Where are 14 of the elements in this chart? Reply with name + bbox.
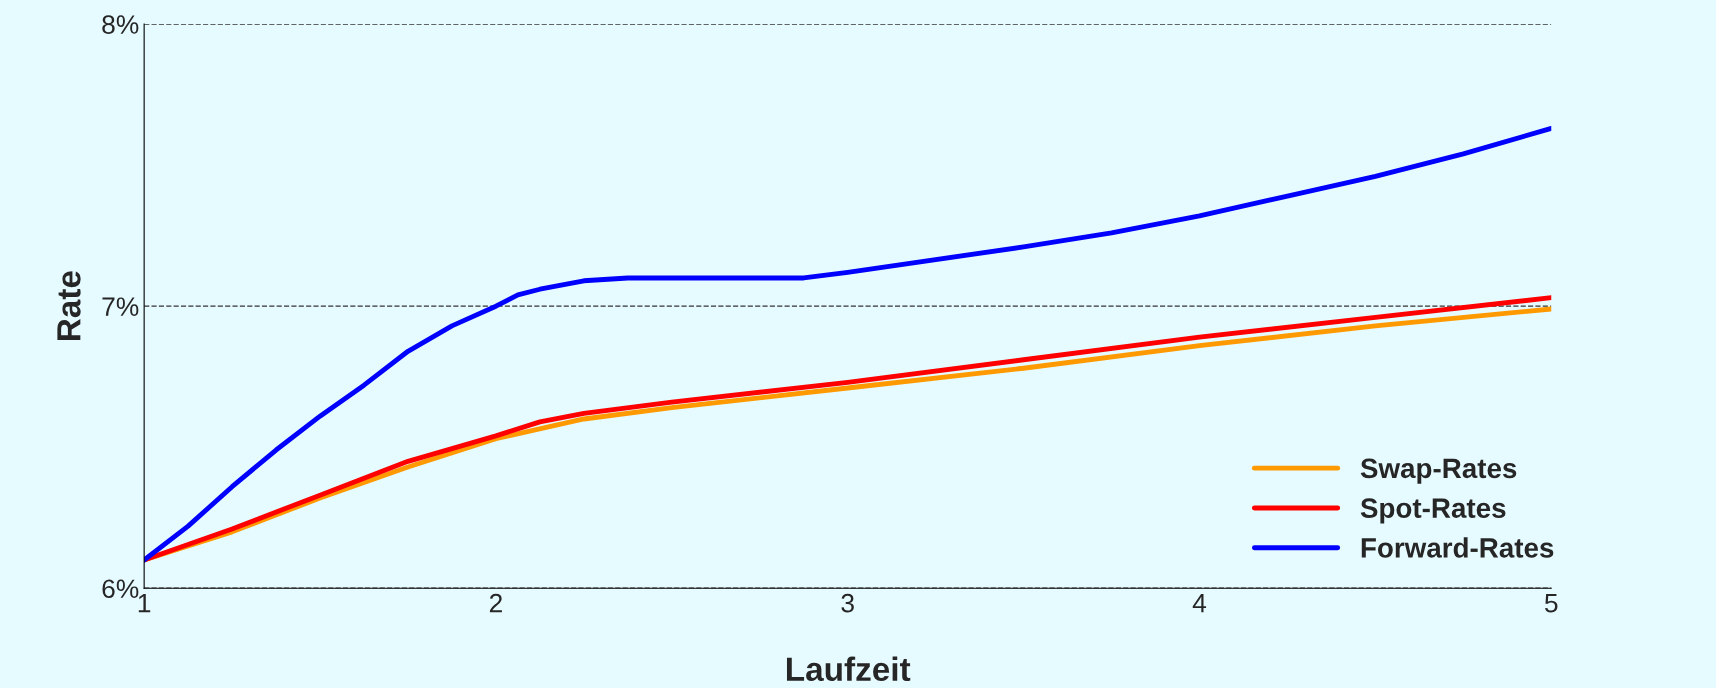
legend-label: Spot-Rates [1360,498,1506,524]
y-tick-label: 8% [102,15,139,34]
line-series [144,126,1552,563]
legend-label: Swap-Rates [1360,458,1517,484]
x-tick-label: 1 [138,594,151,613]
y-tick-label: 6% [102,579,139,599]
x-tick-label: 2 [489,593,502,613]
y-tick-label: 7% [102,297,139,316]
x-tick-label: 3 [841,593,854,613]
x-axis-title: Laufzeit [786,656,911,682]
legend-label: Forward-Rates [1361,537,1554,558]
y-axis-title: Rate [57,271,81,341]
x-tick-label: 4 [1192,594,1207,613]
x-tick-label: 5 [1544,594,1558,613]
